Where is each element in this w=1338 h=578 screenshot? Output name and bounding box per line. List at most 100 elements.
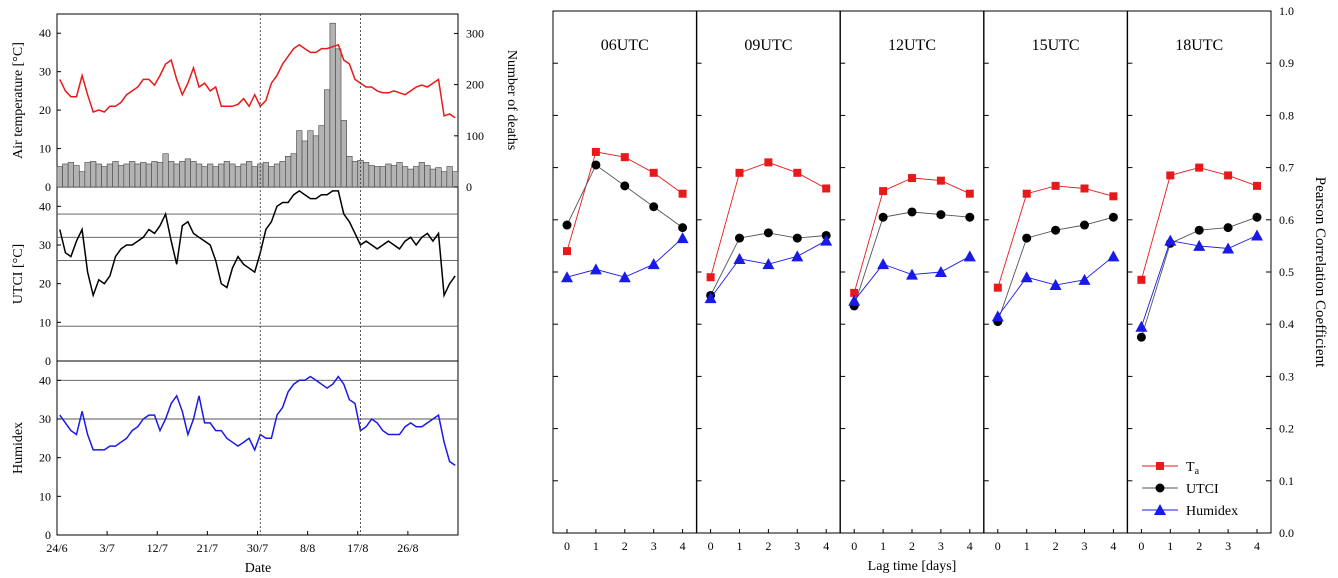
deaths-bar xyxy=(95,163,102,188)
humidex-ytick-label-4: 40 xyxy=(39,373,51,387)
marker-ta xyxy=(1224,171,1233,180)
panel-title-06utc: 06UTC xyxy=(601,37,649,54)
deaths-ylabel: Number of deaths xyxy=(504,50,519,150)
pearson-ytick-label-1: 0.1 xyxy=(1279,474,1294,488)
deaths-bar xyxy=(279,161,286,188)
date-xtick-label-6: 17/8 xyxy=(347,541,368,555)
marker-humidex xyxy=(704,292,717,304)
marker-ta xyxy=(735,168,744,177)
panel-4-xtick-label-3: 3 xyxy=(1225,539,1231,553)
marker-ta xyxy=(1080,184,1089,193)
marker-utci xyxy=(1223,223,1233,233)
deaths-ytick-label-1: 100 xyxy=(466,129,484,143)
humidex-ytick-label-3: 30 xyxy=(39,412,51,426)
panel-3-xtick-label-1: 1 xyxy=(1024,539,1030,553)
series-line-humidex-09utc xyxy=(710,240,827,299)
deaths-bar xyxy=(379,166,386,188)
series-line-ta-06utc xyxy=(566,151,683,252)
deaths-bar xyxy=(156,162,164,188)
marker-ta xyxy=(1195,163,1204,172)
lag-time-xlabel: Lag time [days] xyxy=(868,559,957,574)
deaths-bar xyxy=(368,165,375,188)
marker-humidex xyxy=(791,250,804,262)
marker-ta xyxy=(563,247,571,256)
marker-humidex xyxy=(906,268,918,280)
deaths-bar xyxy=(151,161,158,188)
deaths-bar xyxy=(390,165,398,188)
pearson-ytick-label-8: 0.8 xyxy=(1279,108,1294,122)
panel-2-xtick-label-4: 4 xyxy=(967,539,973,553)
deaths-bar xyxy=(195,163,203,188)
marker-ta xyxy=(850,288,859,297)
marker-ta xyxy=(822,184,831,193)
deaths-bar xyxy=(67,162,75,188)
marker-utci xyxy=(907,207,917,217)
panel-title-18utc: 18UTC xyxy=(1175,37,1223,54)
panel-4-xtick-label-1: 1 xyxy=(1167,539,1173,553)
marker-ta xyxy=(649,168,658,177)
deaths-bar xyxy=(424,165,431,188)
marker-ta xyxy=(793,168,802,177)
legend-label-subscript: a xyxy=(1195,466,1200,477)
marker-utci xyxy=(763,228,773,238)
marker-utci xyxy=(1108,212,1118,222)
air-temperature-ytick-label-0: 0 xyxy=(45,180,51,194)
humidex-ylabel: Humidex xyxy=(11,422,26,474)
pearson-ytick-label-4: 0.4 xyxy=(1279,317,1294,331)
date-xlabel: Date xyxy=(245,561,271,576)
utci-ytick-label-4: 40 xyxy=(39,199,51,213)
marker-humidex xyxy=(1020,271,1033,283)
marker-utci xyxy=(562,220,572,230)
marker-humidex xyxy=(820,234,833,246)
marker-utci xyxy=(936,210,946,220)
legend-label-1: UTCI xyxy=(1186,482,1219,497)
deaths-bar xyxy=(273,163,281,188)
air-temperature-series-line xyxy=(59,43,456,119)
panel-2-xtick-label-1: 1 xyxy=(880,539,886,553)
date-xtick-label-1: 3/7 xyxy=(99,541,114,555)
legend-label-0: Ta xyxy=(1186,460,1200,477)
marker-ta xyxy=(879,187,888,196)
deaths-bar xyxy=(363,162,370,188)
utci-ytick-label-1: 10 xyxy=(39,315,51,329)
deaths-bar xyxy=(407,168,414,188)
marker-humidex xyxy=(963,250,976,262)
deaths-bar xyxy=(184,158,191,188)
legend-marker-ta xyxy=(1156,462,1164,470)
marker-ta xyxy=(965,189,974,198)
utci-ytick-label-3: 30 xyxy=(39,238,51,252)
legend-marker-utci xyxy=(1155,483,1165,493)
deaths-bar xyxy=(129,161,136,188)
deaths-bar xyxy=(62,163,69,188)
marker-utci xyxy=(735,233,744,243)
deaths-bar xyxy=(112,161,119,188)
humidex-ytick-label-1: 10 xyxy=(39,489,51,503)
utci-frame xyxy=(56,186,459,362)
date-xtick-label-7: 26/8 xyxy=(397,541,418,555)
panel-title-12utc: 12UTC xyxy=(888,37,936,54)
deaths-bar xyxy=(351,161,359,188)
marker-ta xyxy=(678,189,687,198)
deaths-bar xyxy=(452,171,459,188)
panel-3-xtick-label-4: 4 xyxy=(1110,539,1116,553)
date-xtick-label-5: 8/8 xyxy=(300,541,315,555)
deaths-bar xyxy=(262,162,269,188)
panel-0-xtick-label-1: 1 xyxy=(593,539,599,553)
utci-ytick-label-0: 0 xyxy=(45,354,51,368)
marker-humidex xyxy=(1164,234,1177,246)
deaths-bar xyxy=(234,166,242,188)
deaths-bar xyxy=(179,161,186,188)
deaths-ytick-label-2: 200 xyxy=(466,78,484,92)
panel-2-xtick-label-0: 0 xyxy=(851,539,857,553)
deaths-bar xyxy=(435,167,442,188)
deaths-bar xyxy=(201,166,208,188)
marker-humidex xyxy=(1193,239,1206,251)
marker-utci xyxy=(649,202,659,212)
panel-4-xtick-label-0: 0 xyxy=(1138,539,1144,553)
panel-4-xtick-label-2: 2 xyxy=(1196,539,1202,553)
deaths-bar xyxy=(173,163,180,188)
marker-ta xyxy=(908,174,916,183)
date-xtick-label-3: 21/7 xyxy=(197,541,218,555)
deaths-bar xyxy=(413,166,420,188)
air-temperature-ytick-label-4: 40 xyxy=(39,26,51,40)
